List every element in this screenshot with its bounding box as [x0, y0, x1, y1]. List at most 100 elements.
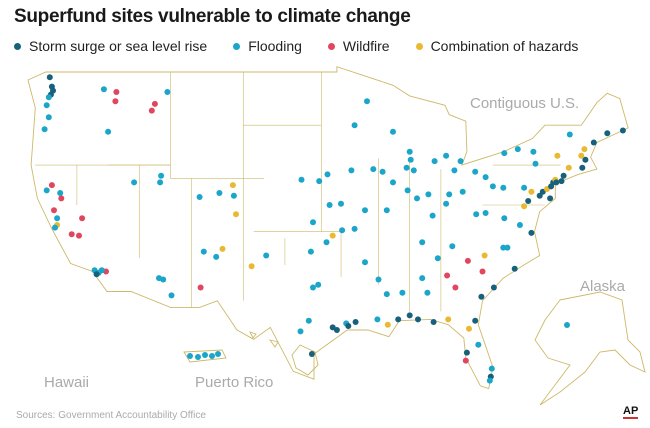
- flooding-site: [443, 200, 450, 207]
- flooding-site: [57, 190, 64, 196]
- ap-logo: AP: [623, 405, 639, 419]
- combination-site: [233, 211, 239, 218]
- contiguous-us-label: Contiguous U.S.: [470, 95, 580, 112]
- flooding-site: [213, 253, 220, 260]
- flooding-site: [158, 172, 165, 179]
- combination-site: [528, 188, 535, 195]
- combination-site: [578, 152, 585, 159]
- wildfire-site: [197, 284, 204, 291]
- legend-item-wildfire: Wildfire: [327, 38, 390, 54]
- combination-site: [565, 164, 572, 171]
- flooding-site: [348, 167, 355, 174]
- flooding-site: [324, 171, 331, 178]
- puerto-rico-label: Puerto Rico: [195, 374, 274, 391]
- flooding-site: [482, 174, 489, 181]
- flooding-site: [566, 131, 573, 138]
- flooding-site: [298, 176, 305, 183]
- alaska-label: Alaska: [580, 278, 626, 295]
- combination-site: [466, 325, 472, 332]
- storm-surge-site: [548, 183, 555, 190]
- storm-surge-site: [604, 130, 611, 137]
- flooding-site: [45, 94, 52, 101]
- storm-surge-site: [415, 316, 421, 323]
- flooding-site: [316, 178, 323, 185]
- flooding-site: [564, 322, 570, 328]
- wildfire-site: [112, 98, 119, 105]
- storm-surge-site: [333, 327, 340, 333]
- storm-surge-site: [619, 127, 626, 134]
- flooding-site: [475, 341, 482, 348]
- flooding-site: [482, 210, 489, 216]
- storm-surge-site: [406, 312, 413, 319]
- flooding-site: [532, 160, 539, 167]
- flooding-site: [105, 128, 112, 135]
- wildfire-site: [58, 195, 65, 202]
- flooding-site: [431, 158, 438, 165]
- wildfire-site: [444, 272, 451, 279]
- storm-surge-site: [46, 74, 53, 81]
- flooding-site: [326, 202, 333, 208]
- flooding-site: [364, 98, 370, 105]
- storm-surge-site: [430, 319, 437, 325]
- flooding-site: [351, 225, 358, 232]
- flooding-site: [390, 128, 396, 135]
- legend-label: Wildfire: [342, 38, 390, 54]
- storm-surge-site: [463, 349, 470, 356]
- flooding-site: [339, 227, 346, 234]
- flooding-site: [404, 187, 411, 194]
- flooding-site: [362, 259, 368, 266]
- storm-surge-site: [472, 317, 479, 324]
- flooding-site: [196, 194, 203, 200]
- flooding-site: [131, 179, 138, 186]
- storm-surge-site: [511, 265, 518, 272]
- storm-surge-site: [528, 229, 535, 236]
- storm-surge-site: [93, 271, 100, 278]
- flooding-site: [54, 215, 61, 222]
- flooding-site: [504, 244, 511, 251]
- hawaii-outline: [249, 331, 319, 376]
- flooding-site: [310, 219, 316, 226]
- legend-swatch: [415, 42, 423, 50]
- legend-item-flooding: Flooding: [233, 38, 302, 54]
- flooding-site: [403, 164, 410, 171]
- flooding-site: [530, 148, 537, 155]
- flooding-site: [434, 255, 441, 262]
- combination-site: [581, 146, 588, 153]
- wildfire-site: [79, 215, 86, 222]
- flooding-site: [157, 179, 164, 186]
- flooding-site: [406, 148, 413, 155]
- wildfire-site: [51, 207, 57, 214]
- flooding-site: [202, 352, 208, 358]
- storm-surge-site: [582, 156, 589, 163]
- hawaii-label: Hawaii: [44, 374, 90, 391]
- wildfire-site: [151, 100, 158, 107]
- wildfire-site: [462, 357, 469, 364]
- wildfire-site: [452, 284, 459, 291]
- combination-site: [229, 182, 236, 189]
- combination-site: [329, 232, 336, 239]
- flooding-site: [383, 291, 390, 298]
- combination-site: [384, 321, 391, 328]
- storm-surge-site: [558, 178, 565, 185]
- flooding-site: [305, 317, 312, 324]
- legend-item-combination: Combination of hazards: [415, 38, 578, 54]
- flooding-site: [486, 377, 493, 384]
- flooding-site: [425, 191, 432, 198]
- flooding-site: [500, 244, 507, 251]
- combination-site: [445, 316, 452, 323]
- flooding-site: [338, 200, 344, 207]
- flooding-site: [323, 239, 330, 246]
- storm-surge-site: [345, 323, 352, 329]
- flooding-site: [200, 248, 207, 255]
- flooding-site: [501, 150, 508, 157]
- flooding-site: [414, 195, 420, 202]
- flooding-site: [410, 167, 417, 174]
- legend-label: Storm surge or sea level rise: [29, 38, 208, 54]
- legend-label: Flooding: [248, 38, 302, 54]
- wildfire-site: [113, 89, 120, 95]
- combination-site: [481, 252, 488, 259]
- flooding-site: [43, 102, 50, 109]
- flooding-site: [310, 284, 316, 291]
- flooding-site: [446, 191, 453, 198]
